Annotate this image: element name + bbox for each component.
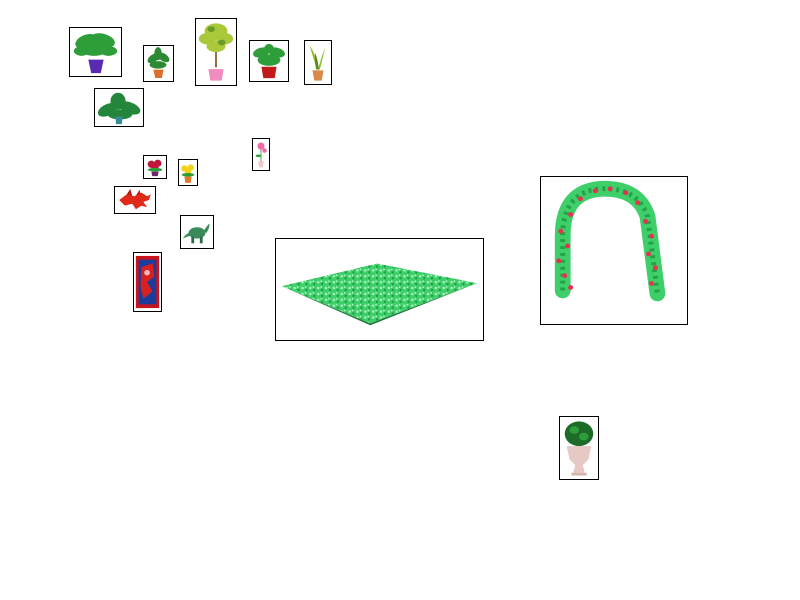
flower-icon bbox=[253, 139, 269, 170]
potted-plant-icon bbox=[95, 89, 143, 126]
grass-mat-icon bbox=[276, 239, 483, 340]
item-tree-pink-pot[interactable] bbox=[195, 18, 237, 86]
dragon-icon bbox=[115, 187, 155, 213]
poster-icon bbox=[134, 253, 161, 311]
item-spiderman-poster[interactable] bbox=[133, 252, 162, 312]
item-green-dinosaur-toy[interactable] bbox=[180, 215, 214, 249]
item-monstera-teal-pot[interactable] bbox=[94, 88, 144, 127]
potted-plant-icon bbox=[144, 46, 173, 81]
potted-plant-icon bbox=[305, 41, 331, 84]
flower-icon bbox=[179, 160, 197, 185]
item-red-flower-pot[interactable] bbox=[143, 155, 167, 179]
potted-plant-icon bbox=[70, 28, 121, 76]
topiary-icon bbox=[560, 417, 598, 479]
item-red-dragon-toy[interactable] bbox=[114, 186, 156, 214]
arch-icon bbox=[541, 177, 687, 324]
potted-tree-icon bbox=[196, 19, 236, 85]
item-snake-plant-orange-pot[interactable] bbox=[304, 40, 332, 85]
item-leafy-plant-red-pot[interactable] bbox=[249, 40, 289, 82]
item-topiary-urn[interactable] bbox=[559, 416, 599, 480]
item-monstera-purple-pot[interactable] bbox=[69, 27, 122, 77]
item-grass-mat[interactable] bbox=[275, 238, 484, 341]
item-small-plant-orange-pot[interactable] bbox=[143, 45, 174, 82]
item-rose-arch[interactable] bbox=[540, 176, 688, 325]
potted-plant-icon bbox=[250, 41, 288, 81]
item-yellow-flower-pot[interactable] bbox=[178, 159, 198, 186]
flower-icon bbox=[144, 156, 166, 178]
item-pink-tulip-vase[interactable] bbox=[252, 138, 270, 171]
dinosaur-icon bbox=[181, 216, 213, 248]
